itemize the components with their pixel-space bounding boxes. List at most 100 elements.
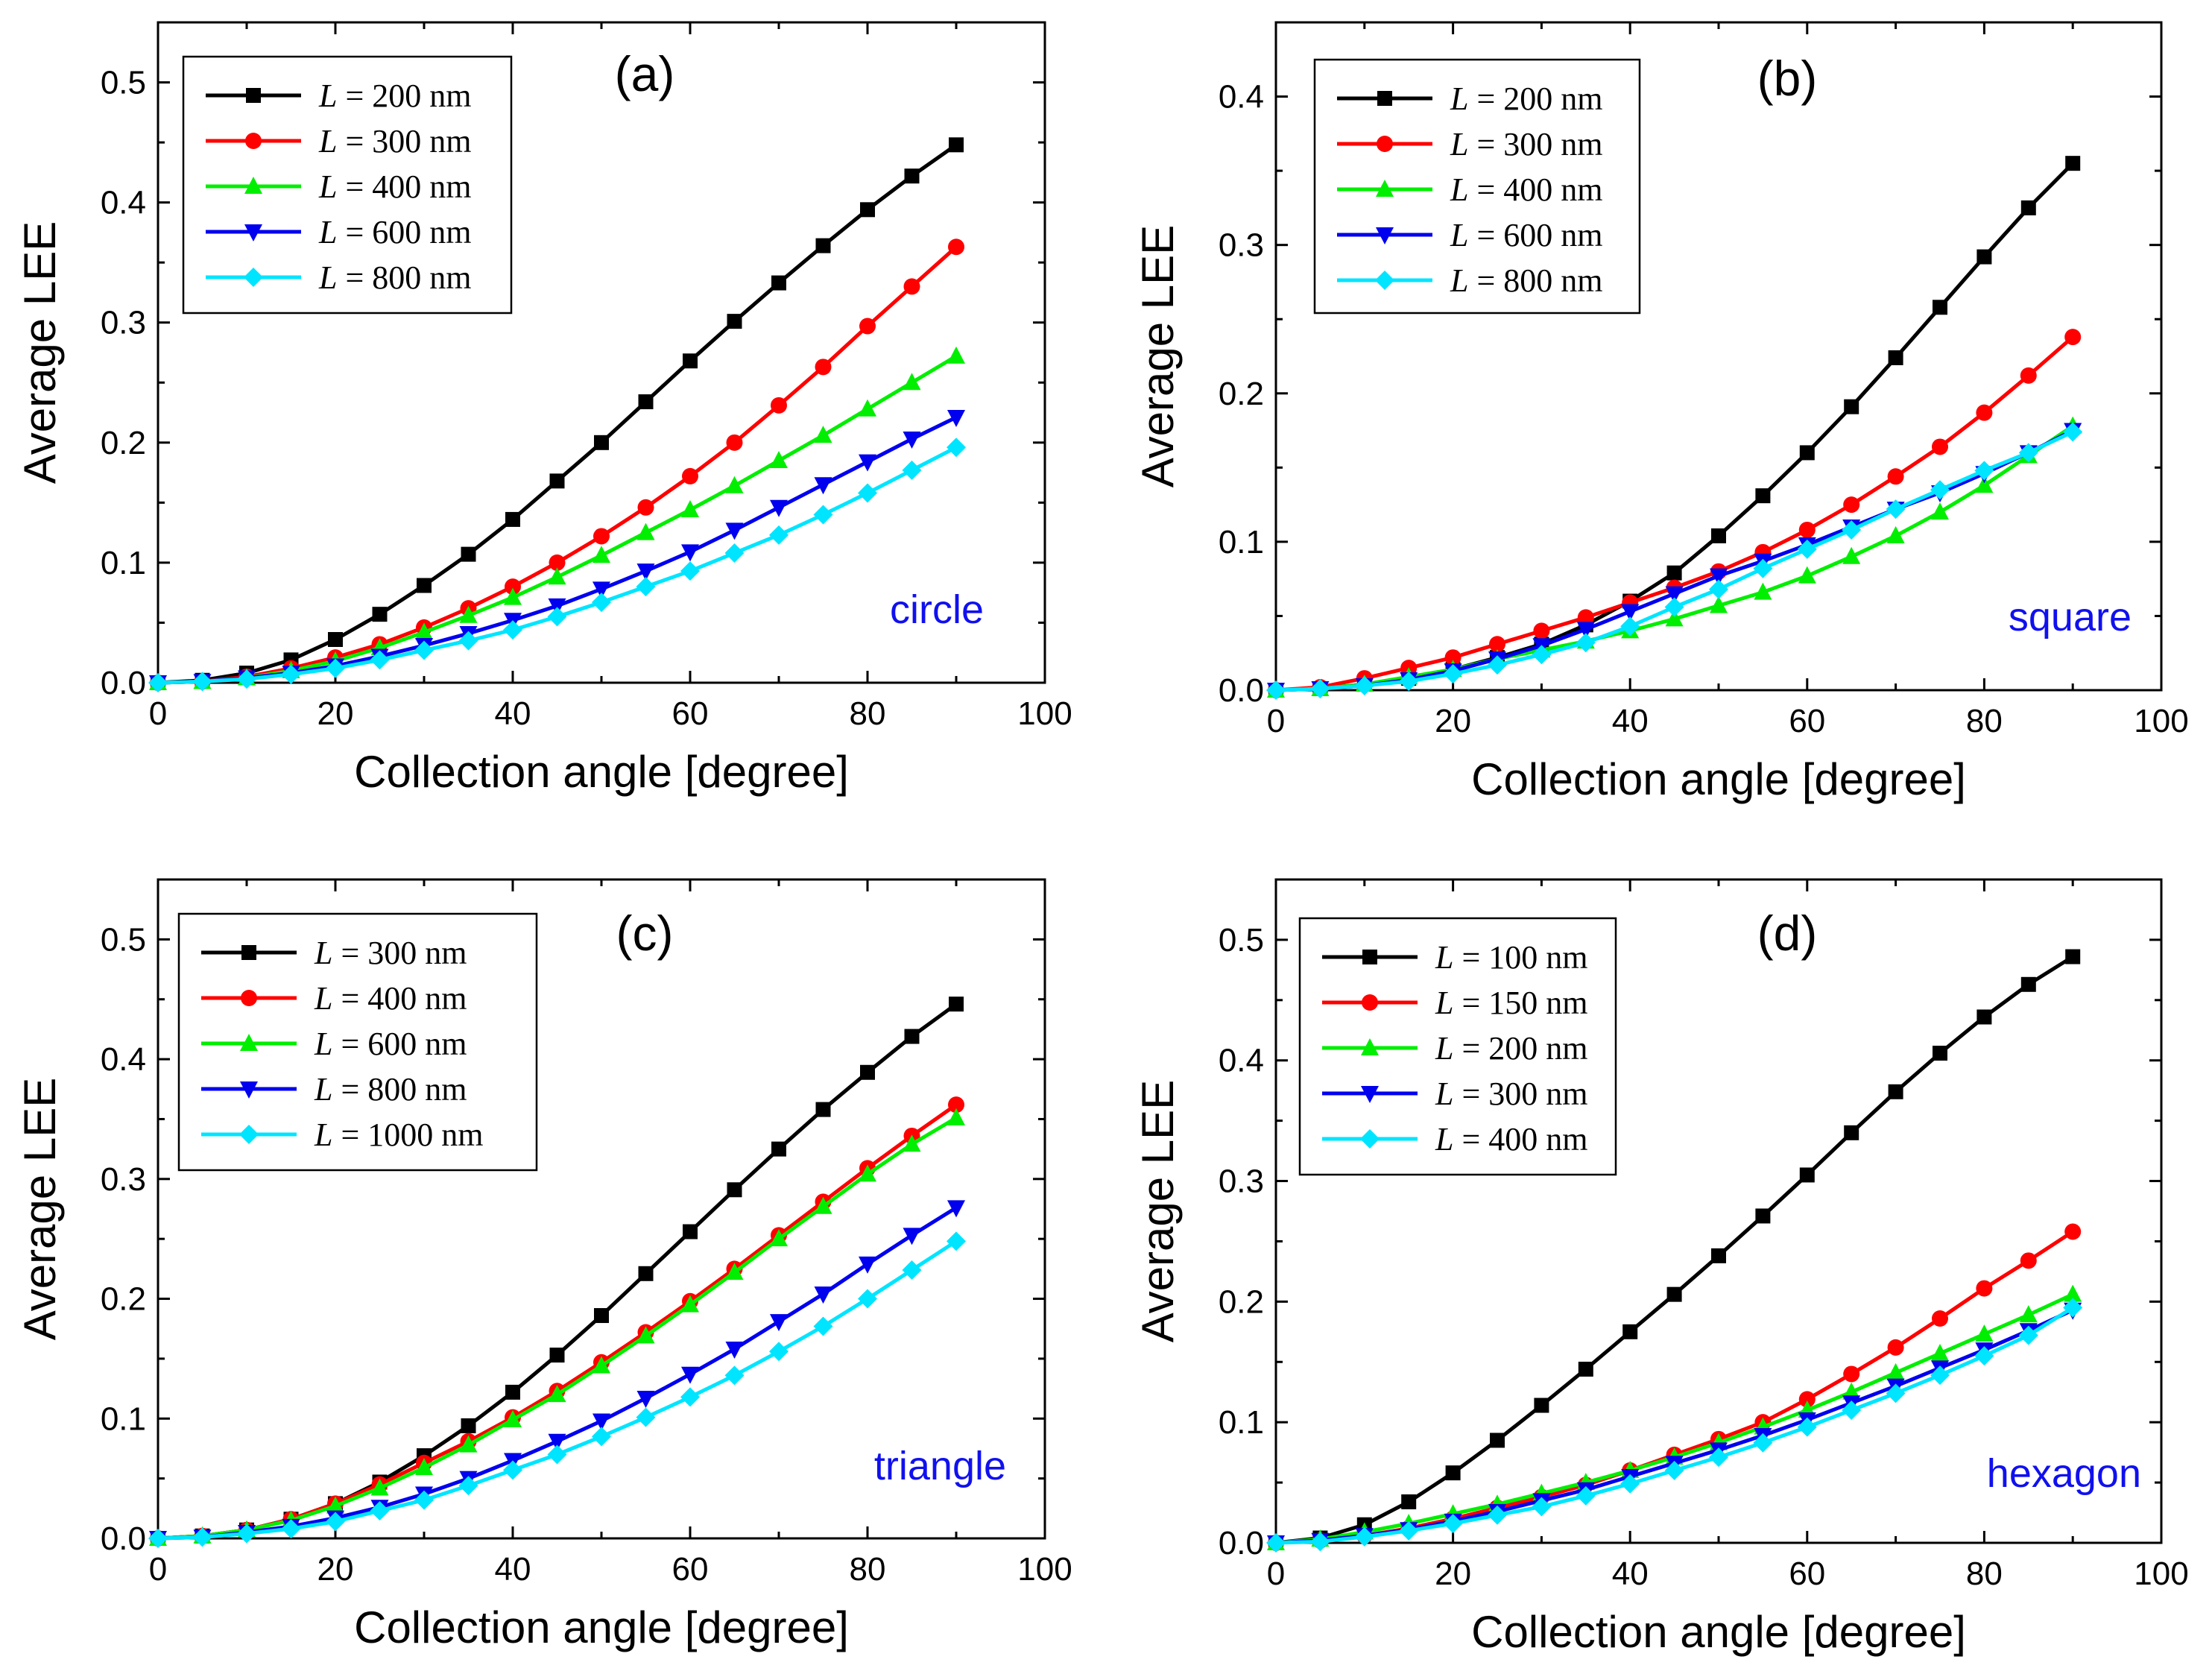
data-point: [281, 664, 301, 684]
x-tick-label: 100: [2134, 703, 2188, 739]
x-tick-label: 40: [495, 695, 531, 732]
legend: L = 200 nmL = 300 nmL = 400 nmL = 600 nm…: [182, 55, 513, 315]
data-point: [1488, 1505, 1507, 1525]
data-point: [1576, 633, 1596, 653]
data-point: [680, 1387, 700, 1407]
data-point: [903, 278, 920, 295]
legend-marker: [244, 224, 262, 241]
data-point: [1798, 1391, 1816, 1408]
data-point: [904, 1029, 920, 1044]
data-point: [814, 426, 832, 443]
x-tick-label: 0: [1267, 1556, 1285, 1592]
shape-annotation: circle: [890, 587, 984, 632]
legend-label: L = 800 nm: [318, 259, 472, 296]
data-point: [636, 1407, 656, 1427]
data-point: [1620, 1474, 1640, 1494]
data-point: [504, 587, 522, 605]
legend-label-value: = 100 nm: [1453, 939, 1587, 976]
data-point: [2019, 1305, 2038, 1323]
data-point: [682, 467, 698, 484]
data-point: [1755, 488, 1771, 504]
data-point: [636, 1390, 655, 1408]
x-tick-label: 100: [2134, 1556, 2188, 1592]
legend-label-variable: L: [314, 935, 332, 971]
data-point: [770, 499, 788, 517]
data-point: [592, 1427, 611, 1447]
data-point: [505, 1384, 520, 1400]
data-point: [858, 483, 877, 503]
data-point: [681, 544, 699, 562]
data-point: [505, 578, 521, 596]
series-3: [149, 409, 965, 692]
x-tick-label: 40: [1612, 1556, 1649, 1592]
data-point: [859, 454, 876, 472]
data-point: [1888, 1084, 1903, 1099]
data-point: [548, 1433, 566, 1451]
data-point: [638, 1266, 654, 1281]
legend-label-value: = 200 nm: [337, 78, 471, 114]
data-point: [860, 1064, 875, 1080]
y-tick-label: 0.3: [101, 1161, 146, 1198]
data-point: [859, 318, 876, 335]
data-point: [1974, 1346, 1994, 1366]
legend-label-variable: L: [1450, 126, 1468, 162]
data-point: [1354, 676, 1374, 696]
data-point: [1534, 1398, 1549, 1413]
y-axis-label: Average LEE: [1133, 225, 1183, 487]
data-point: [1799, 1167, 1815, 1183]
series-2: [149, 1108, 965, 1546]
data-point: [1443, 1514, 1463, 1534]
data-point: [549, 1348, 565, 1363]
data-point: [771, 1141, 786, 1157]
data-point: [459, 605, 478, 623]
legend-label-variable: L: [314, 1026, 332, 1062]
legend-marker: [1375, 271, 1394, 290]
y-tick-label: 0.2: [101, 1281, 146, 1318]
legend-marker: [244, 177, 262, 194]
legend-label-variable: L: [318, 78, 337, 114]
data-point: [815, 359, 832, 376]
data-point: [1665, 586, 1684, 604]
legend-label: L = 150 nm: [1435, 985, 1588, 1021]
data-point: [1974, 461, 1994, 481]
x-tick-label: 60: [672, 695, 709, 732]
data-point: [2020, 1252, 2037, 1269]
data-point: [592, 581, 610, 599]
data-point: [948, 1096, 964, 1114]
data-point: [1843, 1365, 1860, 1383]
data-point: [1886, 499, 1906, 519]
data-point: [1710, 596, 1728, 613]
data-point: [1842, 546, 1861, 564]
y-tick-label: 0.2: [1219, 376, 1264, 412]
x-tick-label: 20: [1435, 703, 1471, 739]
legend-marker: [1361, 1038, 1379, 1055]
data-point: [592, 1356, 610, 1374]
data-point: [370, 650, 390, 670]
legend-label: L = 800 nm: [1450, 262, 1603, 299]
x-axis-label: Collection angle [degree]: [354, 1602, 849, 1652]
data-point: [813, 1316, 833, 1336]
data-point: [681, 1366, 699, 1384]
data-point: [461, 546, 476, 562]
legend-label: L = 1000 nm: [314, 1117, 484, 1153]
data-point: [458, 631, 478, 651]
data-point: [859, 1164, 876, 1182]
data-point: [461, 1418, 476, 1433]
data-point: [1399, 672, 1419, 692]
legend-label-variable: L: [318, 123, 337, 160]
data-point: [680, 561, 700, 581]
series-3: [1267, 1302, 2082, 1553]
data-point: [815, 238, 831, 253]
data-point: [1887, 468, 1904, 485]
data-point: [1622, 1324, 1638, 1339]
data-point: [902, 1260, 922, 1280]
legend-marker: [241, 990, 257, 1006]
data-point: [2063, 1298, 2083, 1318]
data-point: [547, 607, 567, 627]
data-point: [903, 1134, 921, 1152]
legend-label: L = 600 nm: [318, 214, 472, 250]
x-tick-label: 60: [1789, 703, 1825, 739]
data-point: [724, 543, 745, 563]
data-point: [1932, 1310, 1948, 1327]
data-point: [1975, 1324, 1994, 1342]
